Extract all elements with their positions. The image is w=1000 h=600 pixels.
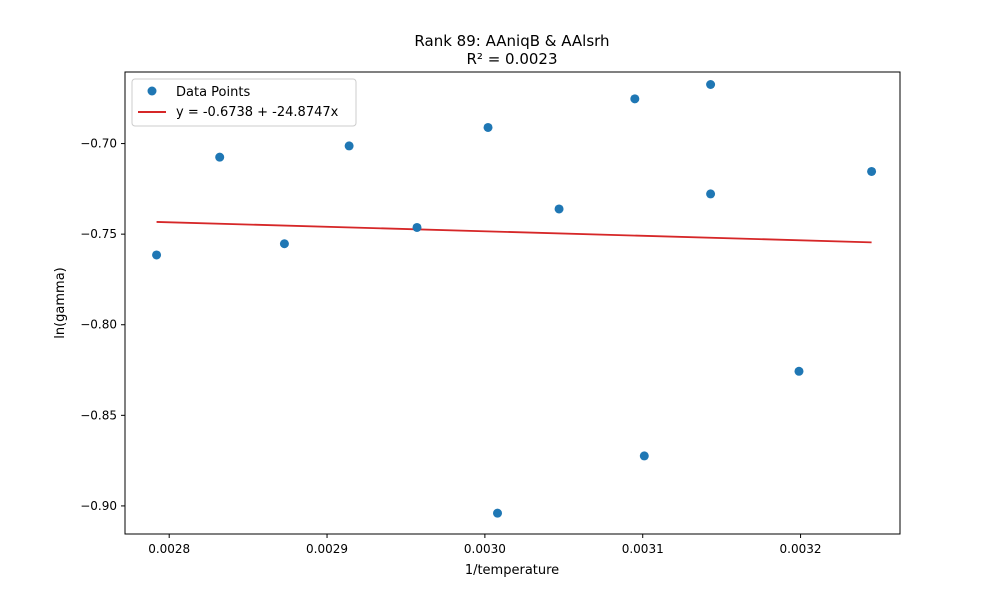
data-point [483,122,493,132]
y-axis-label: ln(gamma) [53,267,68,339]
plot-frame [124,71,901,535]
x-tick-label: 0.0030 [464,542,506,556]
data-point [867,166,877,176]
x-tick-label: 0.0031 [622,542,664,556]
legend: Data Points y = -0.6738 + -24.8747x [131,78,357,127]
data-point [706,189,716,199]
data-point [279,239,289,249]
data-point [706,80,716,90]
x-tick-label: 0.0028 [148,542,190,556]
legend-marker-data-points [147,86,157,96]
x-axis-label: 1/temperature [465,563,559,578]
x-axis: 0.0028 0.0029 0.0030 0.0031 0.0032 [148,534,822,556]
chart-title: Rank 89: AAniqB & AAlsrh [414,32,609,50]
legend-label-fit-line: y = -0.6738 + -24.8747x [176,105,339,120]
data-point [215,152,225,162]
data-point [493,508,503,518]
data-point [152,250,162,260]
y-tick-label: −0.70 [80,137,117,151]
y-tick-label: −0.80 [80,318,117,332]
data-point [412,222,422,232]
x-tick-label: 0.0029 [306,542,348,556]
data-point [639,451,649,461]
data-point [344,141,354,151]
x-tick-label: 0.0032 [780,542,822,556]
legend-box [131,78,357,127]
plot-area [152,80,877,518]
y-axis: −0.90 −0.85 −0.80 −0.75 −0.70 [80,137,125,513]
chart-subtitle: R² = 0.0023 [466,50,557,68]
y-tick-label: −0.90 [80,499,117,513]
data-point [794,366,804,376]
y-tick-label: −0.85 [80,408,117,422]
fit-line [156,221,872,244]
data-point [554,204,564,214]
data-point [630,94,640,104]
legend-label-data-points: Data Points [176,85,250,100]
y-tick-label: −0.75 [80,227,117,241]
